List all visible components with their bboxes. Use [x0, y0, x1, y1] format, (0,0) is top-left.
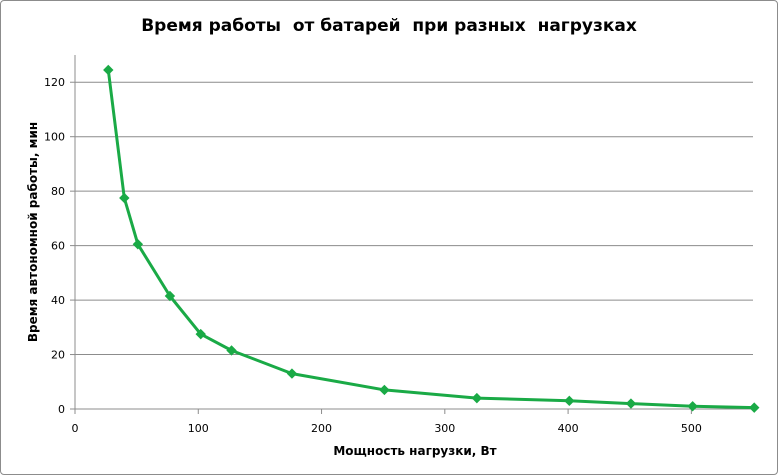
y-tick-label: 0 — [58, 403, 65, 416]
data-point-marker — [687, 401, 698, 412]
x-axis-label: Мощность нагрузки, Вт — [333, 444, 496, 458]
gridlines — [75, 81, 753, 356]
y-axis-label: Время автономной работы, мин — [26, 122, 40, 342]
x-tick-label: 100 — [188, 422, 209, 435]
data-point-marker — [379, 384, 390, 396]
x-tick-label: 200 — [311, 422, 332, 435]
data-point-marker — [749, 402, 760, 413]
x-tick-label: 300 — [434, 422, 455, 435]
data-point-marker — [625, 398, 637, 409]
data-point-marker — [564, 395, 575, 407]
data-point-marker — [286, 368, 298, 379]
x-tick-label: 0 — [72, 422, 79, 435]
chart-title: Время работы от батарей при разных нагру… — [141, 16, 637, 36]
x-tick-label: 400 — [558, 422, 579, 435]
y-tick-labels: 0 20 40 60 80 100 120 — [44, 76, 75, 416]
data-markers — [103, 64, 760, 413]
axes — [74, 55, 753, 410]
data-point-marker — [226, 345, 237, 356]
y-tick-label: 80 — [51, 185, 65, 198]
data-point-marker — [132, 239, 144, 250]
x-tick-labels: 0 100 200 300 400 500 — [72, 409, 702, 435]
y-tick-label: 120 — [44, 76, 65, 89]
y-tick-label: 20 — [51, 349, 65, 362]
x-tick-label: 500 — [681, 422, 702, 435]
y-tick-label: 100 — [44, 131, 65, 144]
y-tick-label: 40 — [51, 294, 65, 307]
series-line-layer — [106, 68, 756, 410]
y-tick-label: 60 — [51, 240, 65, 253]
data-point-marker — [471, 392, 483, 404]
series-line — [106, 68, 756, 410]
data-point-marker — [164, 290, 176, 302]
data-point-marker — [119, 192, 130, 204]
data-point-marker — [103, 64, 114, 76]
data-point-marker — [195, 328, 206, 340]
